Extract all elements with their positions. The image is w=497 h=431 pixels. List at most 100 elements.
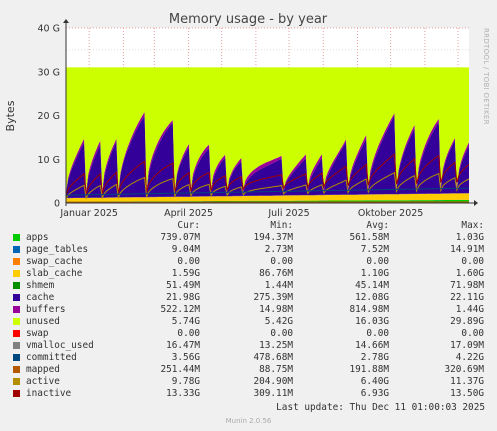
area-shmem <box>66 193 469 199</box>
legend-max: 14.91M <box>450 244 484 255</box>
legend-max: 22.11G <box>450 292 484 303</box>
legend-swatch <box>13 366 20 373</box>
legend-min: 478.68M <box>253 352 293 363</box>
legend-header: Cur: Min: Avg: Max: <box>0 220 497 232</box>
legend-cur: 0.00 <box>177 256 200 267</box>
y-tick-label: 0 <box>54 199 60 210</box>
legend-min: 204.90M <box>253 376 293 387</box>
legend-cur: 5.74G <box>171 316 200 327</box>
legend-cur: 1.59G <box>171 268 200 279</box>
legend-max: 0.00 <box>461 256 484 267</box>
legend-swatch <box>13 270 20 277</box>
legend-cur: 0.00 <box>177 328 200 339</box>
legend-table: Cur: Min: Avg: Max: apps 739.07M 194.37M 56… <box>0 220 497 400</box>
legend-max: 0.00 <box>461 328 484 339</box>
legend-avg: 2.78G <box>360 352 389 363</box>
x-tick-label: Januar 2025 <box>59 208 118 219</box>
legend-row-committed: committed 3.56G 478.68M 2.78G 4.22G <box>0 352 497 364</box>
legend-swatch <box>13 330 20 337</box>
area-unused <box>66 67 469 193</box>
x-tick-label: Oktober 2025 <box>358 208 424 219</box>
legend-avg: 561.58M <box>349 232 389 243</box>
legend-avg: 0.00 <box>366 328 389 339</box>
chart-title: Memory usage - by year <box>169 12 328 27</box>
y-axis-label: Bytes <box>4 100 17 131</box>
legend-avg: 814.98M <box>349 304 389 315</box>
munin-version: Munin 2.0.56 <box>225 417 272 425</box>
legend-name: cache <box>26 292 55 303</box>
legend-name: unused <box>26 316 60 327</box>
x-tick-label: Juli 2025 <box>267 208 309 219</box>
rrdtool-credit: RRDTOOL / TOBI OETIKER <box>482 28 490 125</box>
legend-row-vmalloc-used: vmalloc_used 16.47M 13.25M 14.66M 17.09M <box>0 340 497 352</box>
legend-name: apps <box>26 232 49 243</box>
y-axis-arrow <box>63 19 69 23</box>
legend-name: shmem <box>26 280 55 291</box>
legend-min: 14.98M <box>259 304 293 315</box>
legend-cur: 3.56G <box>171 352 200 363</box>
legend-min: 86.76M <box>259 268 293 279</box>
legend-max: 13.50G <box>450 388 484 399</box>
legend-row-unused: unused 5.74G 5.42G 16.03G 29.89G <box>0 316 497 328</box>
legend-name: buffers <box>26 304 66 315</box>
stacked-areas <box>65 67 470 203</box>
legend-row-buffers: buffers 522.12M 14.98M 814.98M 1.44G <box>0 304 497 316</box>
legend-cur: 522.12M <box>160 304 200 315</box>
legend-avg: 7.52M <box>360 244 389 255</box>
x-axis-arrow <box>474 200 478 206</box>
legend-max: 1.60G <box>455 268 484 279</box>
legend-min: 194.37M <box>253 232 293 243</box>
legend-swatch <box>13 342 20 349</box>
legend-max: 11.37G <box>450 376 484 387</box>
legend-avg: 6.40G <box>360 376 389 387</box>
legend-cur: 9.04M <box>171 244 200 255</box>
legend-name: inactive <box>26 388 72 399</box>
legend-min: 0.00 <box>270 328 293 339</box>
legend-name: active <box>26 376 60 387</box>
legend-row-active: active 9.78G 204.90M 6.40G 11.37G <box>0 376 497 388</box>
line-active <box>65 171 470 200</box>
legend-max: 320.69M <box>444 364 484 375</box>
legend-max: 1.44G <box>455 304 484 315</box>
legend-avg: 191.88M <box>349 364 389 375</box>
legend-swatch <box>13 282 20 289</box>
legend-swatch <box>13 234 20 241</box>
legend-row-page-tables: page_tables 9.04M 2.73M 7.52M 14.91M <box>0 244 497 256</box>
legend-swatch <box>13 354 20 361</box>
legend-name: swap_cache <box>26 256 83 267</box>
legend-swatch <box>13 294 20 301</box>
area-page-tables <box>66 199 469 202</box>
header-max: Max: <box>461 220 484 231</box>
legend-cur: 739.07M <box>160 232 200 243</box>
header-cur: Cur: <box>177 220 200 231</box>
legend-avg: 1.10G <box>360 268 389 279</box>
legend-cur: 51.49M <box>166 280 200 291</box>
last-update: Last update: Thu Dec 11 01:00:03 2025 <box>276 402 485 413</box>
legend-max: 1.03G <box>455 232 484 243</box>
legend-swatch <box>13 246 20 253</box>
legend-max: 71.98M <box>450 280 484 291</box>
legend-swatch <box>13 378 20 385</box>
legend-row-slab-cache: slab_cache 1.59G 86.76M 1.10G 1.60G <box>0 268 497 280</box>
line-committed <box>66 187 470 196</box>
legend-row-swap-cache: swap_cache 0.00 0.00 0.00 0.00 <box>0 256 497 268</box>
x-tick-label: April 2025 <box>164 208 213 219</box>
legend-avg: 14.66M <box>355 340 389 351</box>
legend-row-swap: swap 0.00 0.00 0.00 0.00 <box>0 328 497 340</box>
legend-avg: 16.03G <box>355 316 389 327</box>
legend-avg: 0.00 <box>366 256 389 267</box>
legend-name: mapped <box>26 364 60 375</box>
legend-max: 29.89G <box>450 316 484 327</box>
legend-min: 1.44M <box>264 280 293 291</box>
legend-row-shmem: shmem 51.49M 1.44M 45.14M 71.98M <box>0 280 497 292</box>
legend-cur: 21.98G <box>166 292 200 303</box>
y-tick-label: 20 G <box>38 111 60 122</box>
legend-max: 4.22G <box>455 352 484 363</box>
line-inactive <box>65 153 470 196</box>
legend-name: swap <box>26 328 49 339</box>
y-tick-label: 40 G <box>38 24 60 35</box>
legend-swatch <box>13 306 20 313</box>
area-slab-cache <box>66 193 469 202</box>
legend-row-mapped: mapped 251.44M 88.75M 191.88M 320.69M <box>0 364 497 376</box>
